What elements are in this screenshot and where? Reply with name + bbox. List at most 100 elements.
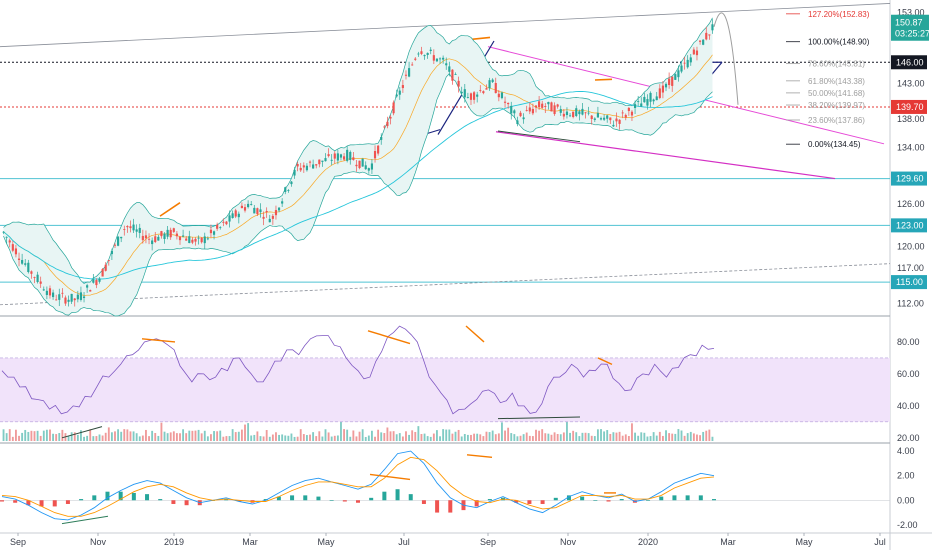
candle	[429, 49, 432, 51]
candle	[271, 215, 274, 219]
volume-bar	[476, 433, 479, 441]
volume-bar	[55, 434, 58, 441]
price-tag-115-00[interactable]	[891, 275, 927, 290]
candle	[333, 153, 336, 159]
candle	[209, 229, 213, 234]
last-price-tag[interactable]	[891, 14, 929, 41]
volume-bar	[466, 434, 469, 441]
candle	[411, 64, 414, 66]
upper-channel-line[interactable]	[0, 3, 891, 48]
rsi-support-line-2[interactable]	[497, 416, 581, 420]
wedge-lower-line[interactable]	[495, 131, 836, 180]
macd-histogram-bar	[698, 495, 703, 501]
projection-curve[interactable]	[713, 12, 739, 105]
lower-channel-line[interactable]	[0, 263, 891, 306]
volume-bar	[327, 432, 330, 441]
macd-histogram-bar	[395, 489, 400, 501]
volume-bar	[107, 427, 110, 441]
macd-divergence-0[interactable]	[369, 473, 411, 481]
candle	[689, 57, 692, 63]
candle	[702, 39, 705, 45]
volume-bar	[39, 435, 42, 441]
volume-bar	[315, 436, 318, 441]
divergence-mark-3[interactable]	[594, 78, 613, 81]
candle	[30, 271, 33, 274]
rsi-divergence-2[interactable]	[465, 325, 485, 343]
low-divergence-line-2[interactable]	[497, 130, 581, 143]
volume-bar	[606, 430, 609, 441]
volume-bar	[253, 434, 256, 441]
volume-bar	[389, 431, 392, 441]
volume-bar	[24, 429, 27, 441]
volume-bar	[643, 432, 646, 441]
candle	[256, 208, 259, 215]
candle	[587, 112, 590, 114]
volume-bar	[658, 431, 661, 441]
volume-bar	[203, 430, 206, 441]
rsi-support-line[interactable]	[61, 426, 103, 439]
volume-bar	[123, 429, 126, 441]
macd-histogram-bar	[145, 494, 150, 501]
volume-bar	[287, 435, 290, 441]
candle	[55, 299, 58, 301]
rsi-divergence-3[interactable]	[597, 357, 613, 365]
candle	[123, 229, 126, 230]
volume-bar	[649, 436, 652, 441]
volume-bar	[531, 436, 534, 441]
candle	[51, 292, 55, 298]
candle	[33, 277, 36, 278]
candle	[212, 231, 216, 235]
candle	[609, 117, 612, 121]
macd-histogram-bar	[659, 496, 664, 501]
divergence-mark-0[interactable]	[159, 202, 181, 217]
rsi-divergence-0[interactable]	[141, 338, 176, 343]
macd-support-line[interactable]	[61, 515, 109, 525]
candle	[398, 90, 401, 95]
candle	[649, 92, 652, 102]
price-tag-129-60[interactable]	[891, 171, 927, 186]
candle	[120, 236, 123, 239]
candle	[386, 121, 389, 127]
fib-level-label: 61.80%(143.38)	[808, 77, 865, 86]
candle	[64, 297, 67, 304]
candle	[646, 99, 649, 106]
candle	[593, 118, 596, 120]
candle	[550, 102, 553, 112]
volume-bar	[547, 433, 550, 441]
candle	[590, 115, 593, 120]
candle	[401, 85, 404, 89]
volume-bar	[566, 421, 568, 441]
volume-bar	[324, 429, 327, 441]
volume-bar	[160, 422, 163, 441]
volume-bar	[708, 429, 711, 441]
volume-bar	[559, 434, 562, 441]
volume-bar	[436, 430, 438, 441]
candle	[8, 240, 11, 243]
volume-bar	[661, 435, 664, 441]
volume-bar	[702, 431, 705, 441]
volume-bar	[210, 434, 212, 441]
rsi-tick-label: 60.00	[897, 369, 920, 379]
candle	[117, 236, 120, 246]
rsi-divergence-1[interactable]	[367, 330, 411, 345]
price-tag-text: 129.60	[896, 174, 924, 184]
price-tag-146-00[interactable]	[891, 55, 927, 70]
candle	[219, 227, 222, 228]
volume-bar	[504, 430, 506, 441]
price-tag-139-70[interactable]	[891, 99, 927, 114]
macd-divergence-1[interactable]	[466, 454, 493, 458]
volume-bar	[321, 436, 324, 441]
macd-histogram-bar	[329, 500, 334, 501]
candle	[138, 227, 141, 233]
volume-bar	[463, 434, 466, 441]
candle	[178, 236, 182, 241]
macd-histogram-bar	[540, 500, 545, 504]
bollinger-fill	[3, 17, 713, 316]
volume-bar	[95, 436, 98, 441]
volume-bar	[593, 436, 596, 441]
volume-bar	[268, 436, 271, 441]
volume-bar	[513, 434, 516, 441]
candle	[377, 145, 380, 154]
price-tag-123-00[interactable]	[891, 218, 927, 233]
